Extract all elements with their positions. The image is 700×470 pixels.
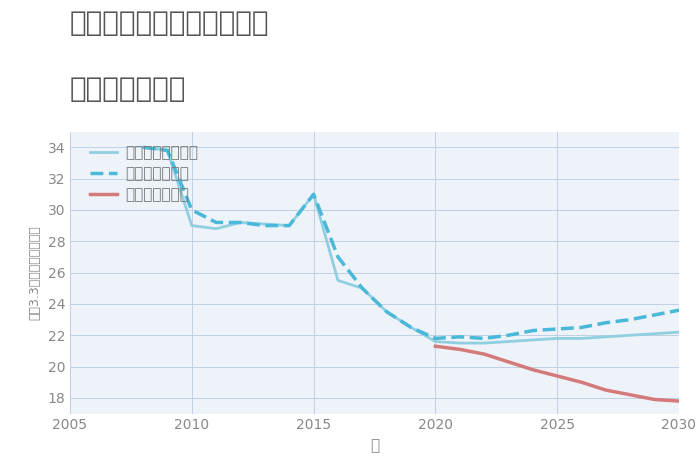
ノーマルシナリオ — [626, 332, 634, 338]
グッドシナリオ — [260, 223, 269, 228]
グッドシナリオ — [407, 325, 415, 330]
Text: 土地の価格推移: 土地の価格推移 — [70, 75, 186, 103]
グッドシナリオ — [504, 332, 512, 338]
ノーマルシナリオ — [456, 340, 464, 346]
ノーマルシナリオ — [578, 336, 586, 341]
バッドシナリオ — [504, 359, 512, 365]
ノーマルシナリオ — [358, 285, 367, 291]
グッドシナリオ — [553, 326, 561, 332]
Line: ノーマルシナリオ: ノーマルシナリオ — [143, 147, 679, 343]
グッドシナリオ — [528, 328, 537, 333]
グッドシナリオ — [626, 317, 634, 322]
Line: グッドシナリオ: グッドシナリオ — [143, 147, 679, 338]
バッドシナリオ — [553, 373, 561, 379]
バッドシナリオ — [528, 367, 537, 373]
グッドシナリオ — [480, 336, 489, 341]
グッドシナリオ — [139, 144, 147, 150]
ノーマルシナリオ — [188, 223, 196, 228]
バッドシナリオ — [431, 344, 440, 349]
ノーマルシナリオ — [237, 219, 245, 225]
グッドシナリオ — [309, 191, 318, 197]
Text: 奈良県北葛城郡広陵町南の: 奈良県北葛城郡広陵町南の — [70, 9, 270, 38]
グッドシナリオ — [578, 325, 586, 330]
ノーマルシナリオ — [480, 340, 489, 346]
グッドシナリオ — [602, 320, 610, 326]
バッドシナリオ — [578, 379, 586, 385]
バッドシナリオ — [650, 397, 659, 402]
X-axis label: 年: 年 — [370, 438, 379, 453]
グッドシナリオ — [237, 219, 245, 225]
ノーマルシナリオ — [212, 226, 220, 232]
バッドシナリオ — [675, 398, 683, 404]
ノーマルシナリオ — [309, 191, 318, 197]
バッドシナリオ — [626, 392, 634, 398]
Legend: ノーマルシナリオ, グッドシナリオ, バッドシナリオ: ノーマルシナリオ, グッドシナリオ, バッドシナリオ — [90, 145, 198, 202]
グッドシナリオ — [456, 334, 464, 340]
グッドシナリオ — [212, 219, 220, 225]
バッドシナリオ — [456, 346, 464, 352]
ノーマルシナリオ — [528, 337, 537, 343]
ノーマルシナリオ — [675, 329, 683, 335]
ノーマルシナリオ — [431, 339, 440, 345]
バッドシナリオ — [602, 387, 610, 393]
ノーマルシナリオ — [602, 334, 610, 340]
ノーマルシナリオ — [407, 325, 415, 330]
ノーマルシナリオ — [553, 336, 561, 341]
グッドシナリオ — [163, 148, 172, 153]
グッドシナリオ — [358, 285, 367, 291]
グッドシナリオ — [675, 307, 683, 313]
ノーマルシナリオ — [139, 144, 147, 150]
ノーマルシナリオ — [382, 309, 391, 314]
グッドシナリオ — [650, 312, 659, 318]
ノーマルシナリオ — [163, 148, 172, 153]
ノーマルシナリオ — [260, 221, 269, 227]
グッドシナリオ — [334, 254, 342, 260]
グッドシナリオ — [431, 336, 440, 341]
グッドシナリオ — [188, 207, 196, 213]
グッドシナリオ — [382, 309, 391, 314]
ノーマルシナリオ — [334, 278, 342, 283]
ノーマルシナリオ — [650, 331, 659, 337]
Line: バッドシナリオ: バッドシナリオ — [435, 346, 679, 401]
ノーマルシナリオ — [285, 223, 293, 228]
バッドシナリオ — [480, 351, 489, 357]
Y-axis label: 坪（3.3㎡）単価（万円）: 坪（3.3㎡）単価（万円） — [29, 225, 42, 320]
グッドシナリオ — [285, 223, 293, 228]
ノーマルシナリオ — [504, 339, 512, 345]
